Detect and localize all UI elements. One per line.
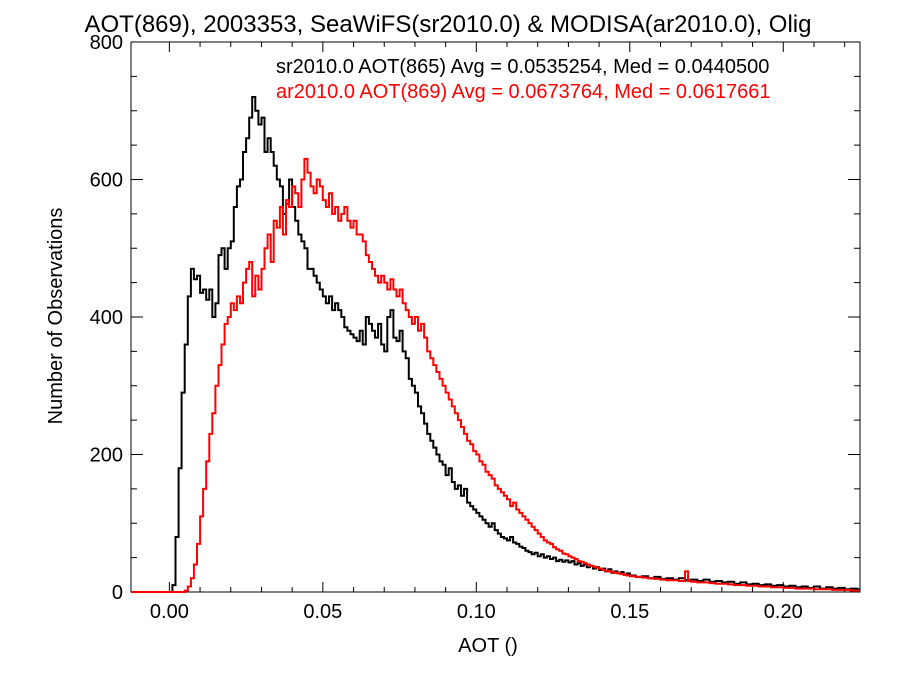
x-tick-label: 0.05	[303, 601, 342, 623]
x-axis: 0.00 0.05 0.10 0.15 0.20	[150, 42, 846, 623]
y-tick-label: 0	[112, 582, 123, 604]
legend: sr2010.0 AOT(865) Avg = 0.0535254, Med =…	[276, 56, 770, 103]
y-tick-label: 800	[90, 32, 123, 54]
series-line-1	[131, 157, 860, 593]
series-line-0	[131, 96, 860, 593]
y-tick-label: 600	[90, 170, 123, 192]
y-tick-label: 400	[90, 307, 123, 329]
legend-label-0: sr2010.0 AOT(865) Avg = 0.0535254, Med =…	[276, 56, 769, 78]
y-axis: 0 200 400 600 800	[90, 32, 860, 604]
x-tick-label: 0.20	[764, 601, 803, 623]
x-axis-label: AOT ()	[458, 635, 518, 657]
y-tick-label: 200	[90, 445, 123, 467]
plot-frame	[130, 41, 861, 593]
legend-label-1: ar2010.0 AOT(869) Avg = 0.0673764, Med =…	[276, 81, 770, 103]
y-axis-label: Number of Observations	[45, 208, 67, 425]
x-tick-label: 0.15	[610, 601, 649, 623]
chart-title: AOT(869), 2003353, SeaWiFS(sr2010.0) & M…	[85, 11, 812, 38]
x-tick-label: 0.10	[457, 601, 496, 623]
series-lines	[131, 96, 860, 593]
x-tick-label: 0.00	[150, 601, 189, 623]
